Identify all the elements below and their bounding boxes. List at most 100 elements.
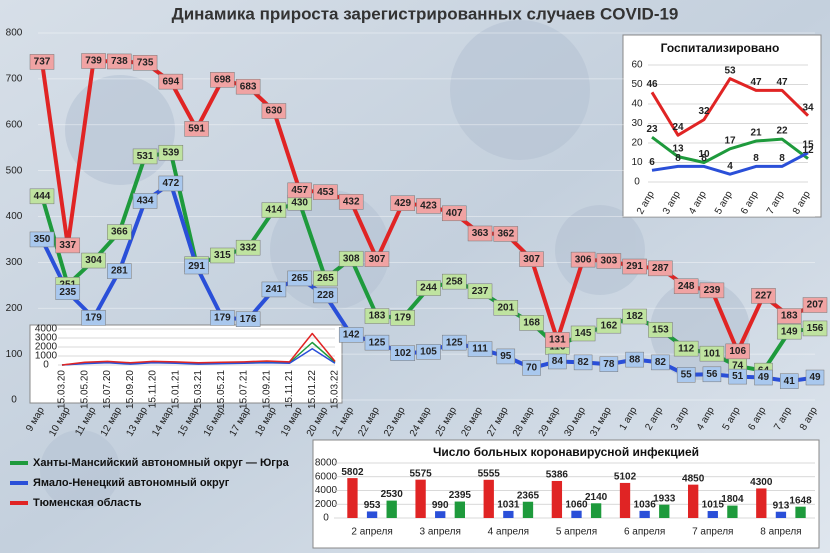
value-label: 49 xyxy=(809,372,821,383)
value-label-box xyxy=(338,250,364,267)
value-label-box xyxy=(648,322,673,338)
value-label: 153 xyxy=(652,324,669,335)
value-label: 95 xyxy=(500,351,512,362)
value-label: 201 xyxy=(497,302,514,313)
y-tick-label: 0 xyxy=(323,513,329,524)
bar xyxy=(639,510,650,518)
value-label-box xyxy=(599,356,619,372)
value-label: 23 xyxy=(646,124,658,135)
value-label-box xyxy=(596,317,622,334)
value-label: 241 xyxy=(266,284,283,295)
value-label: 10 xyxy=(698,149,710,160)
x-tick-label: 15.09.21 xyxy=(261,370,272,409)
value-label-box xyxy=(235,239,261,256)
series-line xyxy=(61,348,336,366)
value-label: 101 xyxy=(704,348,721,359)
value-label: 156 xyxy=(807,323,824,334)
value-label: 362 xyxy=(497,229,514,240)
x-tick-label: 8 апреля xyxy=(760,527,801,538)
value-label-box xyxy=(416,344,441,360)
value-label-box xyxy=(702,366,722,383)
value-label: 307 xyxy=(369,254,386,265)
bar xyxy=(756,488,767,518)
value-label: 102 xyxy=(394,348,411,359)
y-tick-label: 1000 xyxy=(35,351,58,362)
value-label: 176 xyxy=(240,314,257,325)
value-label: 78 xyxy=(603,359,615,370)
y-tick-label: 400 xyxy=(6,211,23,222)
value-label-box xyxy=(573,354,593,371)
value-label-box xyxy=(442,205,467,222)
series-line xyxy=(651,151,809,176)
value-label-box xyxy=(29,188,55,205)
x-tick-label: 15.03.22 xyxy=(330,370,341,409)
value-label-box xyxy=(132,193,158,209)
value-label: 423 xyxy=(420,201,437,212)
value-label: 5102 xyxy=(614,472,637,483)
bar xyxy=(727,505,738,518)
value-label-box xyxy=(519,315,544,331)
value-label: 363 xyxy=(472,228,489,239)
value-label: 5575 xyxy=(409,468,432,479)
value-label-box xyxy=(570,251,596,268)
value-label: 457 xyxy=(291,185,308,196)
value-label: 306 xyxy=(575,254,592,265)
value-label-box xyxy=(776,323,802,340)
value-label: 125 xyxy=(446,337,463,348)
value-label: 70 xyxy=(526,363,538,374)
value-label-box xyxy=(802,320,828,337)
value-label: 531 xyxy=(137,151,154,162)
value-label: 1036 xyxy=(634,500,657,511)
value-label: 5802 xyxy=(341,467,364,478)
value-label: 337 xyxy=(59,240,76,251)
value-label: 737 xyxy=(34,57,51,68)
value-label: 183 xyxy=(781,311,798,322)
value-label: 149 xyxy=(781,326,798,337)
value-label-box xyxy=(442,273,467,290)
value-label: 88 xyxy=(629,354,641,365)
value-label-box xyxy=(596,253,622,269)
value-label-box xyxy=(313,270,338,287)
bar xyxy=(688,484,699,518)
value-label: 291 xyxy=(188,261,205,272)
value-label: 182 xyxy=(626,311,643,322)
value-label: 1031 xyxy=(497,500,520,511)
value-label-box xyxy=(364,308,390,324)
value-label-box xyxy=(210,72,235,88)
value-label: 53 xyxy=(724,65,736,76)
value-label: 315 xyxy=(214,250,231,261)
value-label-box xyxy=(313,184,338,200)
value-label-box xyxy=(728,368,747,385)
value-label-box xyxy=(235,311,261,328)
y-tick-label: 0 xyxy=(634,177,640,188)
value-label: 248 xyxy=(678,281,695,292)
value-label-box xyxy=(467,225,493,242)
value-label-box xyxy=(261,202,287,218)
value-label-box xyxy=(81,53,106,69)
value-label: 13 xyxy=(672,143,684,154)
value-label: 444 xyxy=(34,191,51,202)
y-tick-label: 500 xyxy=(6,165,23,176)
bar xyxy=(775,511,787,518)
bar xyxy=(435,511,446,518)
y-tick-label: 4000 xyxy=(315,485,338,496)
value-label: 8 xyxy=(675,153,681,164)
value-label: 913 xyxy=(773,500,790,511)
value-label: 429 xyxy=(394,198,411,209)
value-label: 145 xyxy=(575,328,592,339)
bar xyxy=(551,480,563,518)
value-label: 366 xyxy=(111,227,128,238)
value-label: 281 xyxy=(111,266,128,277)
value-label-box xyxy=(29,54,55,70)
value-label: 8 xyxy=(753,153,759,164)
value-label-box xyxy=(570,325,596,342)
value-label: 683 xyxy=(240,81,257,92)
bar xyxy=(454,501,465,518)
value-label: 539 xyxy=(162,147,179,158)
y-tick-label: 100 xyxy=(6,349,23,360)
x-tick-label: 15.01.21 xyxy=(170,370,181,409)
y-tick-label: 30 xyxy=(631,118,643,129)
bar xyxy=(503,510,514,518)
value-label: 258 xyxy=(446,276,463,287)
value-label: 168 xyxy=(523,318,540,329)
